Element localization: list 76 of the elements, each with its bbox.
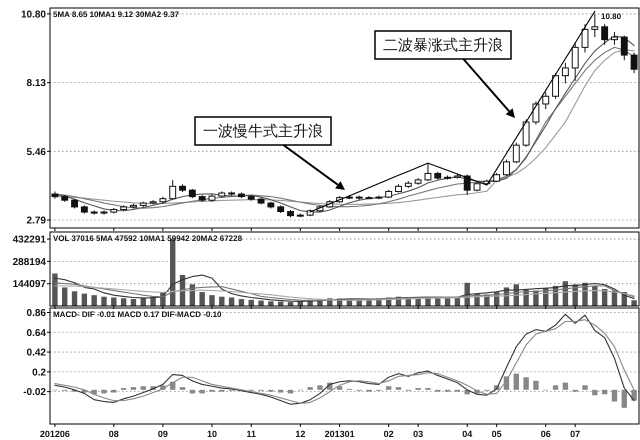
bar (91, 295, 97, 306)
bar (62, 287, 68, 306)
annotation: VOL 37016 5MA 47592 10MA1 59942 20MA2 67228 (53, 234, 243, 243)
bar (101, 296, 107, 306)
y-tick-label: 2.79 (26, 216, 46, 227)
bar (602, 288, 608, 306)
y-tick-label: 8.13 (26, 78, 46, 90)
bar (82, 294, 88, 306)
x-tick-label: 05 (492, 429, 502, 439)
x-tick-label: 04 (462, 429, 472, 439)
candlestick (601, 24, 608, 46)
annotation: 二波暴涨式主升浪 (383, 37, 503, 54)
annotation: 5MA 8.65 10MA1 9.12 30MA2 9.37 (53, 10, 180, 19)
candlestick (591, 13, 598, 38)
candlestick (493, 172, 500, 183)
bar (592, 286, 598, 306)
bar (238, 299, 244, 306)
bar (199, 292, 205, 306)
y-tick-label: 0.86 (26, 308, 46, 319)
y-tick-label: 144097 (12, 279, 46, 290)
candlestick (620, 35, 628, 61)
y-tick-label: 0.64 (26, 328, 46, 339)
x-tick-label: 201206 (40, 429, 70, 439)
bar (120, 298, 126, 306)
y-tick-label: 0.2 (32, 367, 46, 378)
annotation: 10.80 (601, 12, 622, 21)
candlestick (582, 24, 588, 54)
x-tick-label: 03 (413, 429, 424, 439)
x-tick-label: 11 (246, 429, 256, 439)
candlestick (169, 180, 176, 200)
candlestick (188, 188, 196, 199)
candlestick (572, 42, 579, 82)
candlestick (503, 159, 510, 177)
annotation: 一波慢牛式主升浪 (203, 123, 323, 140)
line-series (54, 274, 635, 302)
candlestick (512, 142, 520, 164)
bar (435, 298, 440, 306)
candlestick (424, 162, 432, 182)
line-series (310, 10, 596, 213)
bar (209, 295, 215, 306)
line-series (54, 285, 635, 301)
candlestick (611, 31, 618, 46)
bar (278, 302, 284, 306)
x-tick-label: 201301 (324, 429, 355, 439)
x-tick-label: 12 (295, 429, 306, 439)
annotation: MACD- DIF -0.01 MACD 0.17 DIF-MACD -0.10 (53, 310, 222, 319)
x-tick-label: 09 (158, 429, 168, 439)
bar (258, 300, 264, 306)
y-tick-label: -0.02 (23, 387, 46, 398)
candlestick (562, 62, 569, 84)
candlestick (474, 182, 480, 192)
x-tick-label: 08 (108, 429, 119, 439)
bar (622, 390, 627, 408)
x-tick-label: 02 (384, 429, 394, 439)
y-tick-label: 5.46 (26, 146, 46, 158)
bar (111, 297, 117, 306)
bar (278, 390, 284, 393)
bar (130, 299, 136, 306)
candlestick (71, 198, 78, 209)
candlestick (542, 92, 550, 110)
x-tick-label: 06 (540, 429, 551, 439)
candlestick (522, 118, 530, 148)
y-tick-label: 10.80 (20, 9, 46, 20)
bar (248, 300, 254, 306)
bar (52, 273, 58, 306)
line-series (54, 282, 635, 301)
candlestick (630, 52, 638, 74)
y-tick-label: 0.42 (26, 348, 46, 359)
y-tick-label: 288194 (12, 256, 46, 268)
bar (228, 297, 234, 306)
x-tick-label: 07 (570, 429, 580, 439)
bar (602, 390, 608, 394)
candlestick (552, 72, 560, 100)
y-tick-label: 432291 (12, 234, 46, 246)
bar (219, 296, 224, 306)
x-tick-label: 10 (206, 429, 217, 439)
